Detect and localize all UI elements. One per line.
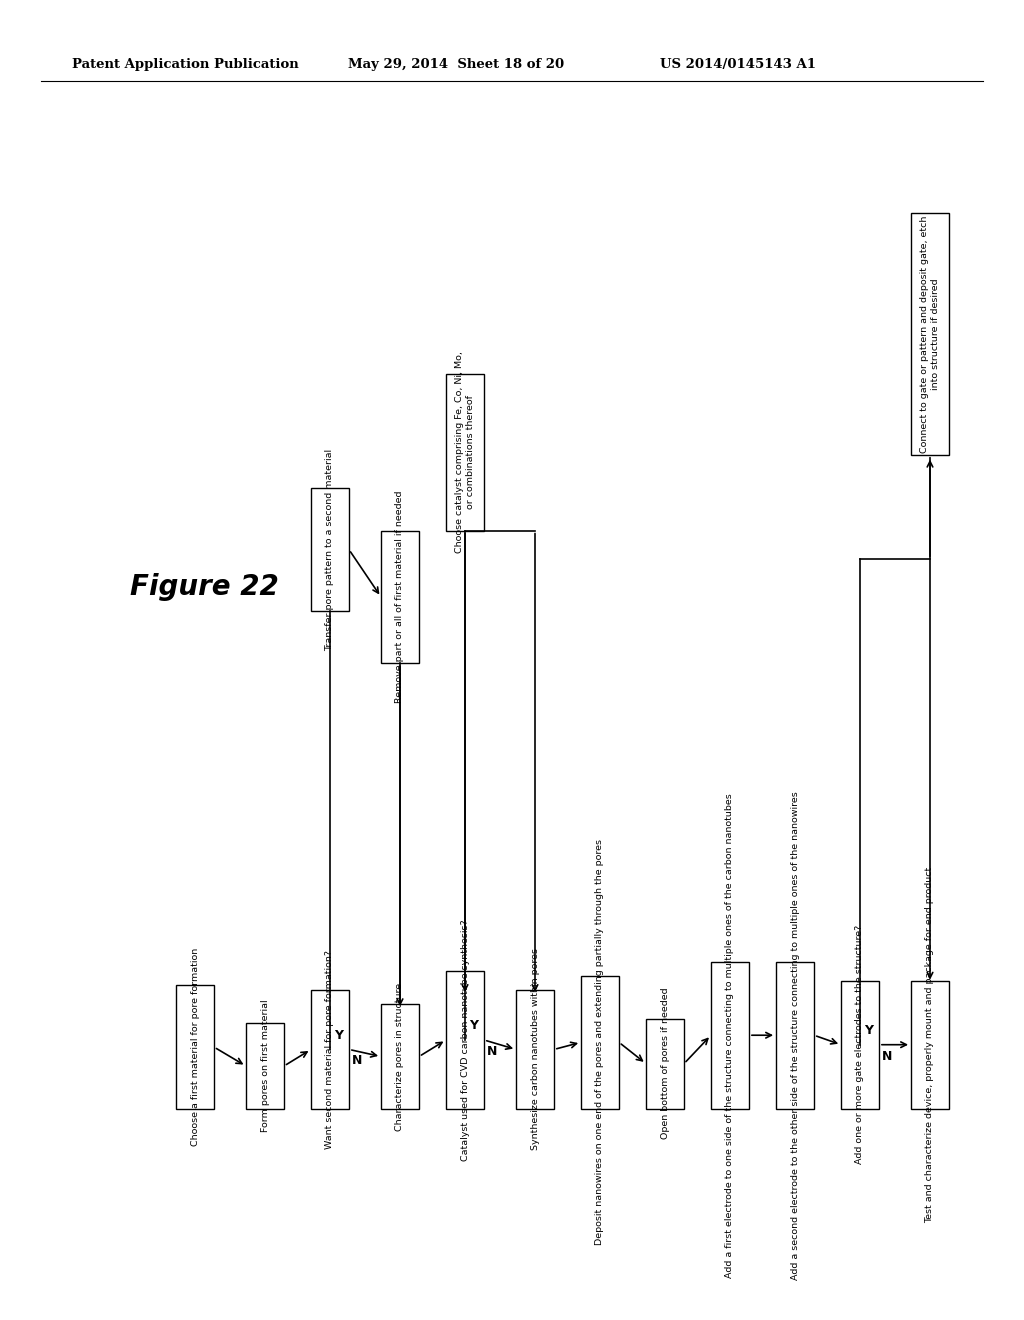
Bar <box>581 975 618 1109</box>
Bar <box>311 990 349 1109</box>
Bar <box>176 986 214 1109</box>
Text: May 29, 2014  Sheet 18 of 20: May 29, 2014 Sheet 18 of 20 <box>348 58 564 71</box>
Bar <box>516 990 554 1109</box>
Bar <box>911 214 949 455</box>
Text: Catalyst used for CVD carbon nanotube synthesis?: Catalyst used for CVD carbon nanotube sy… <box>461 919 469 1160</box>
Text: Form pores on first material: Form pores on first material <box>260 999 269 1133</box>
Text: Y: Y <box>469 1019 478 1032</box>
Text: Synthesize carbon nanotubes within pores: Synthesize carbon nanotubes within pores <box>530 949 540 1151</box>
Text: Y: Y <box>864 1024 873 1038</box>
Text: Choose a first material for pore formation: Choose a first material for pore formati… <box>190 948 200 1146</box>
Text: N: N <box>352 1055 362 1068</box>
Text: US 2014/0145143 A1: US 2014/0145143 A1 <box>660 58 816 71</box>
Text: N: N <box>882 1049 892 1063</box>
Bar <box>841 981 879 1109</box>
Bar <box>381 531 419 664</box>
Bar <box>711 962 749 1109</box>
Text: Add a first electrode to one side of the structure connecting to multiple ones o: Add a first electrode to one side of the… <box>725 793 734 1278</box>
Bar <box>646 1019 684 1109</box>
Bar <box>776 962 814 1109</box>
Bar <box>446 972 484 1109</box>
Text: Patent Application Publication: Patent Application Publication <box>72 58 299 71</box>
Text: Figure 22: Figure 22 <box>130 573 279 602</box>
Text: Transfer pore pattern to a second material: Transfer pore pattern to a second materi… <box>326 449 335 651</box>
Text: Choose catalyst comprising Fe, Co, Ni, Mo,
or combinations thereof: Choose catalyst comprising Fe, Co, Ni, M… <box>456 351 475 553</box>
Bar <box>381 1005 419 1109</box>
Text: Characterize pores in structure: Characterize pores in structure <box>395 982 404 1131</box>
Text: Y: Y <box>334 1028 343 1041</box>
Text: Deposit nanowires on one end of the pores and extending partially through the po: Deposit nanowires on one end of the pore… <box>596 840 604 1245</box>
Text: Add one or more gate electrodes to the structure?: Add one or more gate electrodes to the s… <box>855 925 864 1164</box>
Bar <box>311 488 349 611</box>
Text: Want second material for pore formation?: Want second material for pore formation? <box>326 950 335 1148</box>
Text: N: N <box>487 1045 498 1057</box>
Text: Test and characterize device, properly mount and package for end product: Test and characterize device, properly m… <box>926 866 935 1222</box>
Bar <box>446 375 484 531</box>
Bar <box>911 981 949 1109</box>
Text: Add a second electrode to the other side of the structure connecting to multiple: Add a second electrode to the other side… <box>791 791 800 1279</box>
Text: Connect to gate or pattern and deposit gate, etch
into structure if desired: Connect to gate or pattern and deposit g… <box>921 215 940 453</box>
Bar <box>246 1023 284 1109</box>
Text: Open bottom of pores if needed: Open bottom of pores if needed <box>660 987 670 1139</box>
Text: Remove part or all of first material if needed: Remove part or all of first material if … <box>395 491 404 704</box>
